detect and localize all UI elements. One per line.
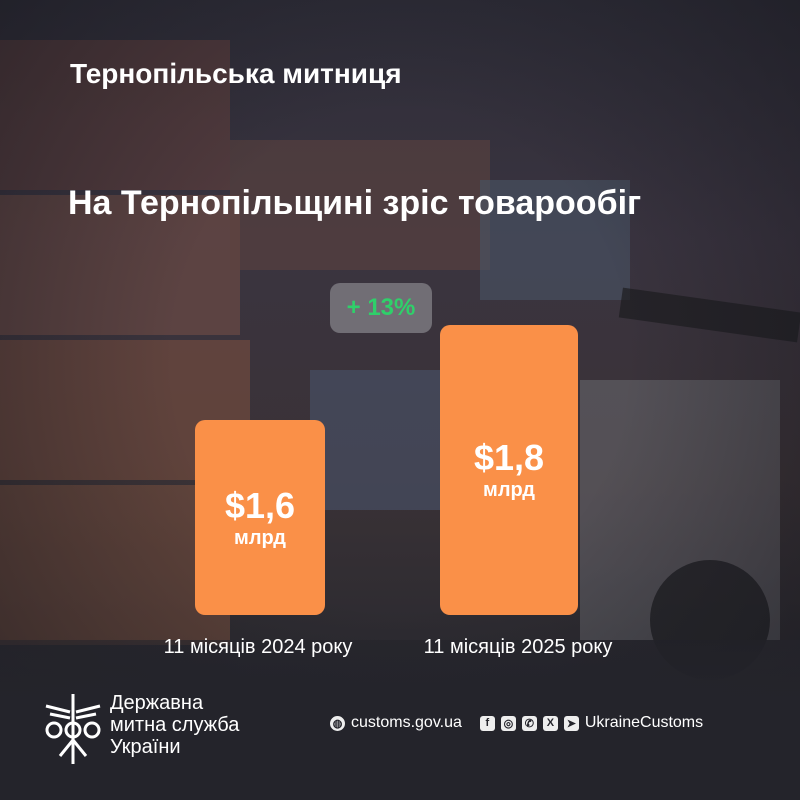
customs-emblem-icon bbox=[45, 694, 101, 764]
change-badge: + 13% bbox=[330, 283, 432, 333]
social-handle[interactable]: UkraineCustoms bbox=[584, 714, 704, 731]
agency-line: Державна bbox=[110, 692, 204, 714]
website-link[interactable]: customs.gov.ua bbox=[351, 714, 462, 731]
category-label-2025: 11 місяців 2025 року bbox=[423, 636, 613, 658]
bar-unit-label: млрд bbox=[483, 479, 535, 502]
agency-name: Державна митна служба України bbox=[110, 692, 239, 758]
globe-icon: ◍ bbox=[330, 715, 345, 731]
bar-2025: $1,8 млрд bbox=[440, 325, 578, 615]
contacts: ◍ customs.gov.ua f ◎ ✆ X ➤ UkraineCustom… bbox=[330, 714, 703, 732]
organization-title: Тернопільська митниця bbox=[70, 58, 402, 89]
x-icon[interactable]: X bbox=[542, 715, 558, 731]
whatsapp-icon[interactable]: ✆ bbox=[521, 715, 537, 731]
bar-value-label: $1,6 bbox=[224, 484, 296, 526]
telegram-icon[interactable]: ➤ bbox=[563, 715, 579, 731]
category-label-2024: 11 місяців 2024 року bbox=[163, 636, 353, 658]
agency-line: митна служба bbox=[110, 714, 240, 736]
bar-unit-label: млрд bbox=[234, 526, 286, 549]
headline: На Тернопільщині зріс товарообіг bbox=[68, 184, 642, 222]
instagram-icon[interactable]: ◎ bbox=[500, 715, 516, 731]
bar-2024: $1,6 млрд bbox=[195, 420, 325, 615]
agency-line: України bbox=[110, 736, 181, 758]
facebook-icon[interactable]: f bbox=[479, 715, 495, 731]
footer-background bbox=[0, 640, 800, 800]
bar-value-label: $1,8 bbox=[473, 437, 545, 479]
